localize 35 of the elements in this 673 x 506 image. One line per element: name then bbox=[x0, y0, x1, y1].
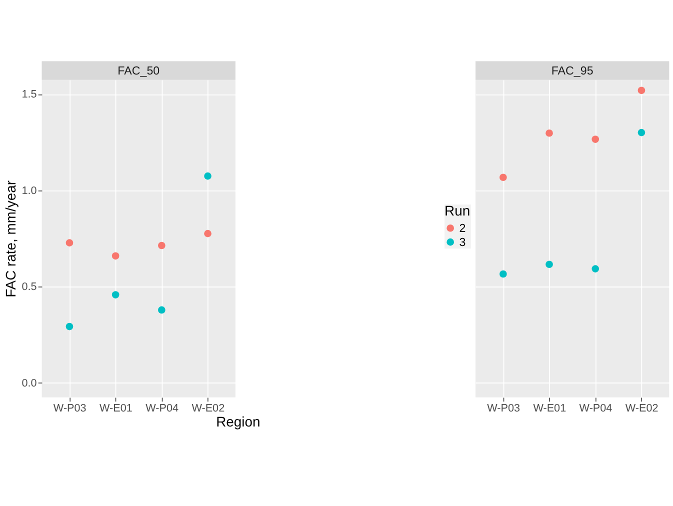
legend-label: 2 bbox=[459, 222, 466, 235]
y-axis-title: FAC rate, mm/year bbox=[2, 180, 19, 298]
point bbox=[500, 270, 507, 278]
y-tick-label: 0.5 bbox=[22, 281, 37, 294]
point bbox=[158, 306, 166, 314]
chart-title: FAC_95 bbox=[551, 64, 594, 78]
point bbox=[592, 136, 600, 143]
x-tick-label: W-E02 bbox=[192, 402, 225, 415]
x-tick-label: W-E01 bbox=[100, 402, 132, 415]
x-tick-label: W-P04 bbox=[146, 402, 179, 415]
point bbox=[112, 252, 120, 260]
point bbox=[66, 239, 74, 246]
x-tick-label: W-P03 bbox=[487, 402, 520, 415]
x-tick-label: W-E02 bbox=[625, 402, 658, 415]
x-axis-title: Region bbox=[216, 413, 260, 430]
point bbox=[204, 172, 212, 180]
point bbox=[638, 128, 646, 136]
point bbox=[546, 129, 553, 137]
chart-title: FAC_50 bbox=[118, 64, 160, 78]
y-tick-label: 1.0 bbox=[22, 184, 37, 197]
x-tick-label: W-E01 bbox=[533, 402, 566, 415]
point bbox=[546, 260, 553, 268]
y-tick-label: 0.0 bbox=[22, 377, 37, 390]
point bbox=[158, 242, 166, 250]
legend-label: 3 bbox=[459, 236, 466, 249]
x-tick-label: W-P04 bbox=[579, 402, 612, 415]
point bbox=[204, 230, 212, 238]
point bbox=[500, 174, 507, 182]
point bbox=[112, 291, 120, 298]
y-tick-label: 1.5 bbox=[22, 88, 37, 101]
point bbox=[638, 86, 646, 94]
point bbox=[66, 322, 74, 330]
x-tick-label: W-P03 bbox=[53, 402, 86, 415]
point bbox=[592, 265, 600, 272]
legend-title: Run bbox=[444, 202, 470, 218]
